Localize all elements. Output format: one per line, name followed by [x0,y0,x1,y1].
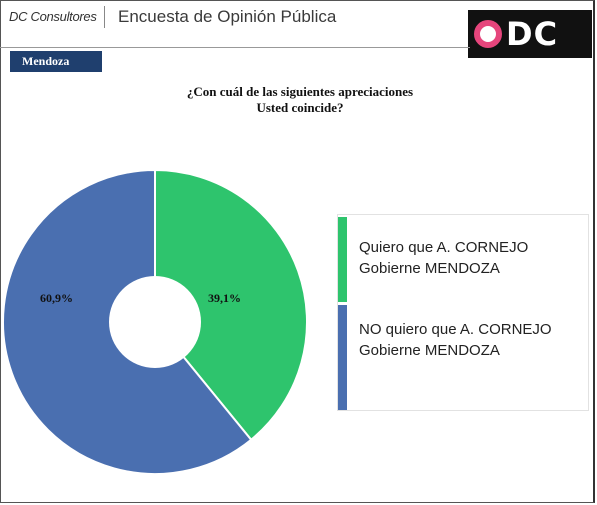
pie-labels: 39,1% 60,9% [40,291,241,305]
logo-text: DC [506,15,559,53]
donut-hole [109,276,201,368]
pie-data-label-1: 60,9% [40,291,73,305]
legend-swatch-no [338,305,347,410]
legend-swatch-yes [338,217,347,302]
brand-name: DC Consultores [9,9,97,24]
header-divider [104,6,105,28]
question-line-2: Usted coincide? [256,100,344,115]
region-tag: Mendoza [10,51,102,72]
legend-label-yes: Quiero que A. CORNEJO Gobierne MENDOZA [359,239,529,277]
odc-logo: DC [468,10,592,58]
donut-chart: 39,1% 60,9% [2,168,308,475]
legend-label-no: NO quiero que A. CORNEJO Gobierne MENDOZ… [359,321,552,359]
question-line-1: ¿Con cuál de las siguientes apreciacione… [186,84,414,99]
pie-slice-0 [154,168,308,442]
header-rule [0,47,470,48]
legend-item-no: NO quiero que A. CORNEJO Gobierne MENDOZ… [338,305,588,410]
logo-ring-icon [474,20,502,48]
header: DC Consultores Encuesta de Opinión Públi… [0,0,597,40]
chart-legend: Quiero que A. CORNEJO Gobierne MENDOZA N… [337,214,589,411]
pie-data-label-0: 39,1% [208,291,241,305]
survey-title: Encuesta de Opinión Pública [118,7,337,26]
question-title: ¿Con cuál de las siguientes apreciacione… [120,84,480,116]
legend-item-yes: Quiero que A. CORNEJO Gobierne MENDOZA [338,217,588,302]
